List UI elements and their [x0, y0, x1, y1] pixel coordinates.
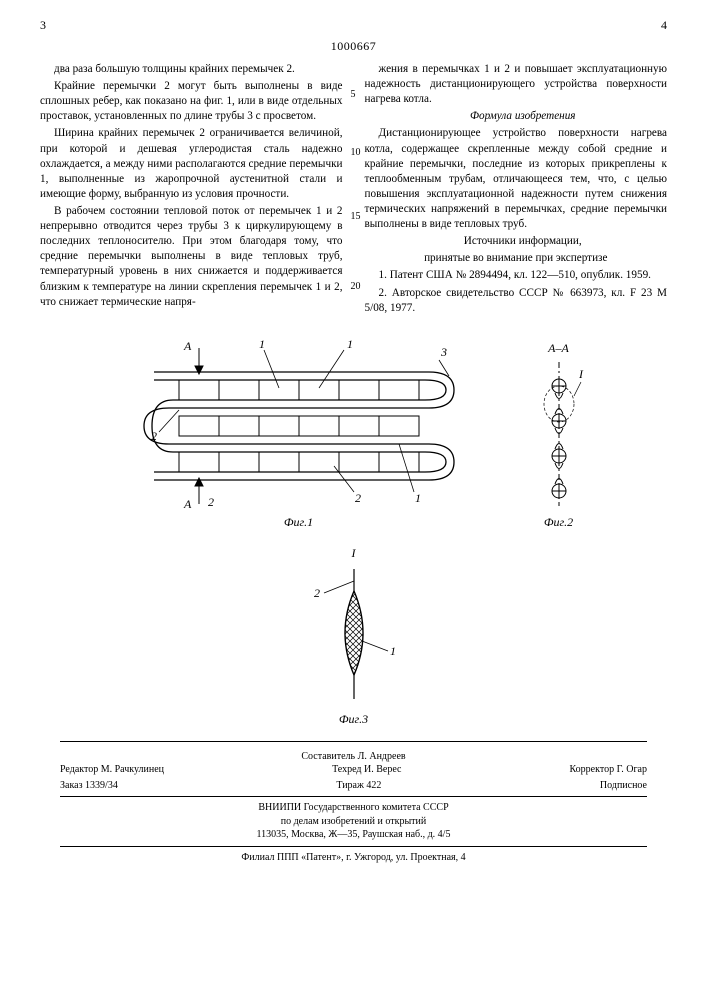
footer-divider-1 — [60, 741, 647, 742]
fig1-label-3: 3 — [440, 345, 447, 359]
left-p3: Ширина крайних перемычек 2 ограничиваетс… — [40, 126, 343, 202]
fig2-caption: Фиг.2 — [544, 515, 573, 530]
fig2-section-I: I — [578, 367, 584, 381]
figure-3-block: I 2 1 — [284, 546, 424, 727]
fig1-label-1b: 1 — [347, 337, 353, 351]
line-number-15: 15 — [351, 210, 361, 224]
fig3-caption: Фиг.3 — [339, 712, 368, 727]
fig1-label-1a: 1 — [259, 337, 265, 351]
source-1: 1. Патент США № 2894494, кл. 122—510, оп… — [365, 268, 668, 283]
left-p4: В рабочем состоянии тепловой поток от пе… — [40, 204, 343, 310]
right-p1: жения в перемычках 1 и 2 и повышает эксп… — [365, 62, 668, 107]
left-column: два раза большую толщины крайних перемыч… — [40, 62, 343, 318]
footer-compiler: Составитель Л. Андреев — [40, 750, 667, 764]
formula-title: Формула изобретения — [365, 109, 668, 124]
footer-tirage: Тираж 422 — [336, 779, 381, 793]
footer-editor: Редактор М. Рачкулинец — [60, 763, 164, 777]
source-2: 2. Авторское свидетельство СССР № 663973… — [365, 286, 668, 316]
footer-order: Заказ 1339/34 — [60, 779, 118, 793]
fig1-label-2a: 2 — [151, 429, 157, 443]
footer-org1: ВНИИПИ Государственного комитета СССР — [40, 801, 667, 815]
figure-3-svg: 2 1 — [284, 563, 424, 708]
right-column: 5 10 15 20 жения в перемычках 1 и 2 и по… — [365, 62, 668, 318]
footer-subscr: Подписное — [600, 779, 647, 793]
footer-row-order: Заказ 1339/34 Тираж 422 Подписное — [60, 779, 647, 793]
footer-row-staff: Редактор М. Рачкулинец Техред И. Верес К… — [60, 763, 647, 777]
fig3-section-I: I — [352, 546, 356, 561]
right-p2: Дистанционирующее устройство поверхности… — [365, 126, 668, 232]
patent-page: 3 4 1000667 два раза большую толщины кра… — [0, 0, 707, 1000]
footer-corrector: Корректор Г. Огар — [570, 763, 648, 777]
footer-addr: 113035, Москва, Ж—35, Раушская наб., д. … — [40, 828, 667, 842]
figures-area: A A 1 1 3 2 2 2 1 Фиг.1 A–A — [40, 336, 667, 727]
fig1-caption: Фиг.1 — [284, 515, 313, 530]
line-number-20: 20 — [351, 280, 361, 294]
fig1-label-2c: 2 — [355, 491, 361, 505]
fig1-label-A-top: A — [183, 339, 192, 353]
footer-divider-3 — [60, 846, 647, 847]
line-number-10: 10 — [351, 146, 361, 160]
figure-1-svg: A A 1 1 3 2 2 2 1 — [109, 336, 489, 511]
fig1-label-1c: 1 — [415, 491, 421, 505]
document-number: 1000667 — [40, 39, 667, 54]
footer-block: Составитель Л. Андреев Редактор М. Рачку… — [40, 750, 667, 865]
page-header: 3 4 — [40, 18, 667, 33]
footer-org2: по делам изобретений и открытий — [40, 815, 667, 829]
fig1-label-A-bot: A — [183, 497, 192, 511]
footer-divider-2 — [60, 796, 647, 797]
left-p2: Крайние перемычки 2 могут быть выполнены… — [40, 79, 343, 124]
left-p1: два раза большую толщины крайних перемыч… — [40, 62, 343, 77]
figure-1-block: A A 1 1 3 2 2 2 1 Фиг.1 — [109, 336, 489, 530]
page-number-right: 4 — [661, 18, 667, 33]
footer-tech: Техред И. Верес — [332, 763, 401, 777]
fig3-label-1: 1 — [390, 644, 396, 658]
fig1-label-2b: 2 — [208, 495, 214, 509]
text-columns: два раза большую толщины крайних перемыч… — [40, 62, 667, 318]
sources-title: Источники информации, — [365, 234, 668, 249]
figure-2-svg: I — [519, 356, 599, 511]
section-aa-label: A–A — [548, 341, 569, 356]
figure-2-block: A–A — [519, 341, 599, 530]
fig3-label-2: 2 — [314, 586, 320, 600]
sources-subtitle: принятые во внимание при экспертизе — [365, 251, 668, 266]
footer-branch: Филиал ППП «Патент», г. Ужгород, ул. Про… — [40, 851, 667, 865]
line-number-5: 5 — [351, 88, 356, 102]
figures-row-top: A A 1 1 3 2 2 2 1 Фиг.1 A–A — [40, 336, 667, 530]
page-number-left: 3 — [40, 18, 46, 33]
